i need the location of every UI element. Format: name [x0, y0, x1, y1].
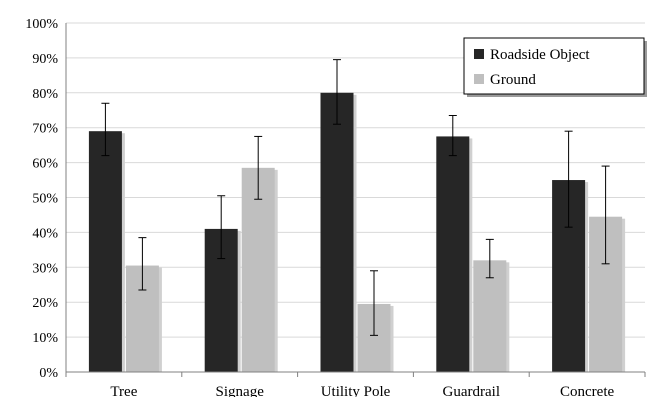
bars — [88, 92, 626, 373]
bar-ground — [473, 260, 507, 372]
legend-box — [463, 37, 645, 95]
y-tick-label: 70% — [32, 122, 58, 137]
bar-ground — [241, 167, 275, 372]
y-tick-label: 100% — [25, 17, 58, 32]
bar-roadside-object — [88, 131, 122, 372]
x-tick-label: Signage — [216, 384, 265, 397]
x-tick-label: Guardrail — [443, 384, 500, 397]
legend-swatch — [474, 49, 484, 59]
y-tick-label: 80% — [32, 87, 58, 102]
y-tick-label: 30% — [32, 261, 58, 276]
x-tick-label: Concrete — [560, 384, 614, 397]
y-tick-label: 20% — [32, 296, 58, 311]
y-tick-label: 40% — [32, 226, 58, 241]
axes: 0% 10% 20% 30% 40% 50% 60% 70% 80% 90% 100% Tree Sig… — [25, 17, 646, 397]
bar-roadside-object — [436, 136, 470, 372]
y-tick-label: 50% — [32, 192, 58, 207]
x-tick-label: Tree — [110, 384, 137, 397]
y-tick-label: 90% — [32, 52, 58, 67]
y-tick-label: 60% — [32, 157, 58, 172]
y-tick-label: 0% — [39, 366, 58, 381]
legend-swatch — [474, 74, 484, 84]
legend: Roadside Object Ground — [463, 37, 647, 97]
legend-label: Ground — [490, 72, 536, 88]
bar-roadside-object — [320, 92, 354, 373]
x-tick-label: Utility Pole — [321, 384, 391, 397]
legend-label: Roadside Object — [490, 47, 590, 63]
y-tick-label: 10% — [32, 331, 58, 346]
error-bars — [101, 59, 610, 336]
